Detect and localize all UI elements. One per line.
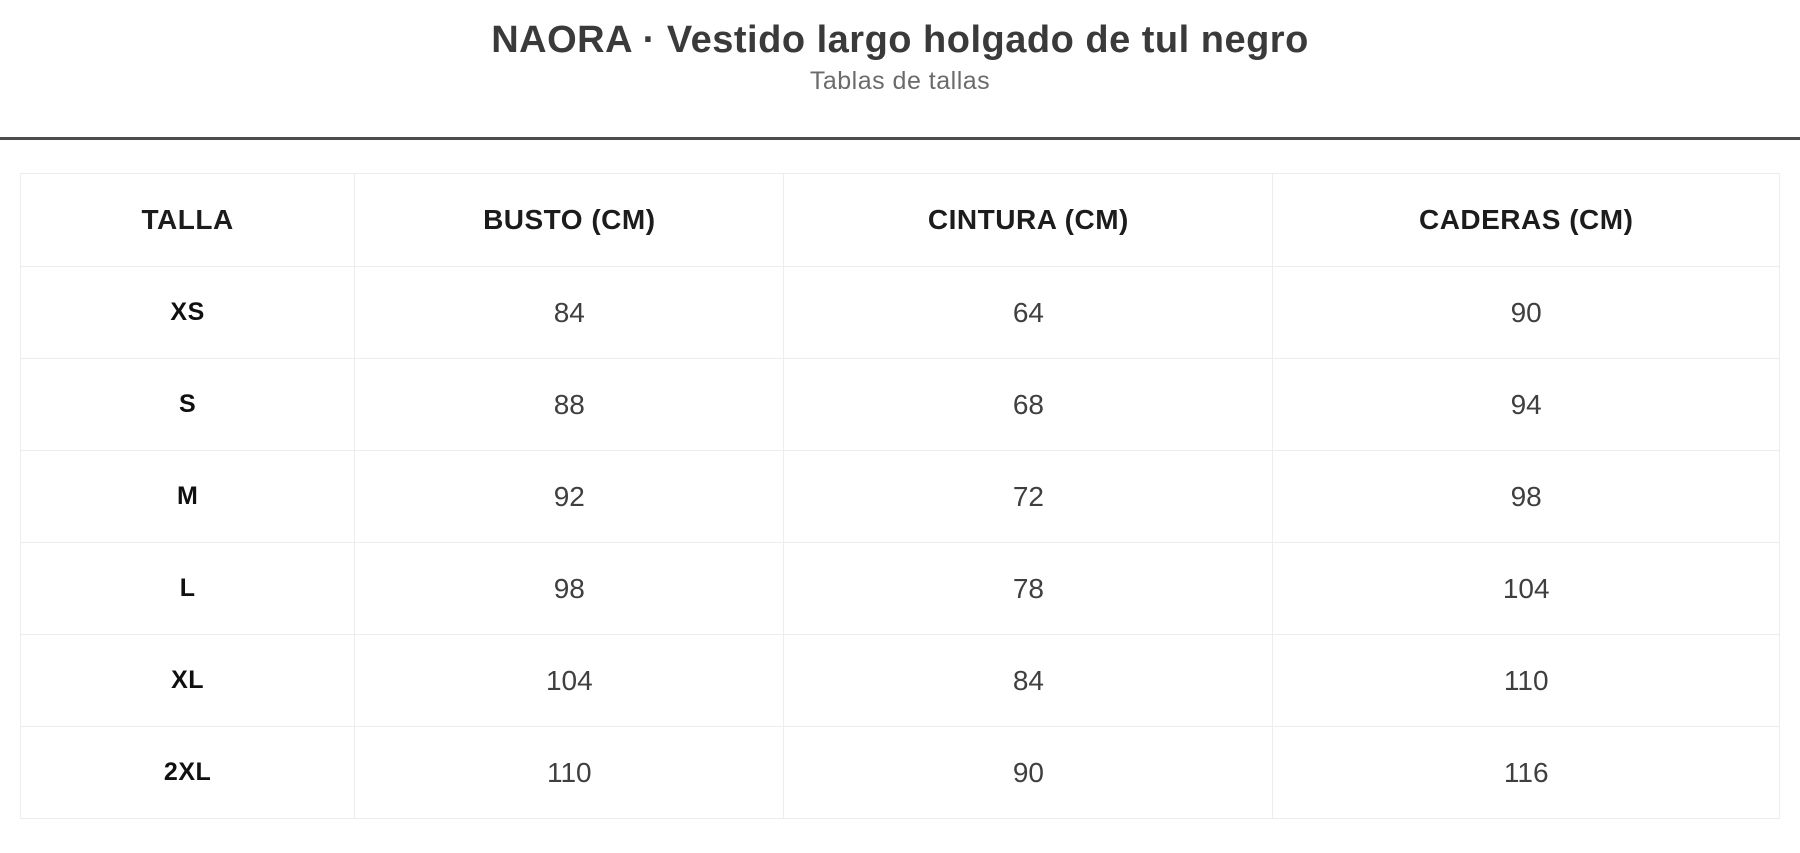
size-label: XL <box>19 634 356 727</box>
hips-value: 116 <box>1272 726 1780 819</box>
column-header-waist: CINTURA (CM) <box>783 173 1274 267</box>
hips-value: 90 <box>1272 266 1780 359</box>
column-header-bust: BUSTO (CM) <box>354 173 785 267</box>
header-divider <box>0 137 1800 140</box>
waist-value: 90 <box>783 726 1274 819</box>
bust-value: 110 <box>354 726 785 819</box>
size-label: L <box>19 542 356 635</box>
table-row: 2XL 110 90 116 <box>19 726 1780 819</box>
waist-value: 68 <box>783 358 1274 451</box>
size-chart-section: TALLA BUSTO (CM) CINTURA (CM) CADERAS (C… <box>19 173 1780 819</box>
table-row: L 98 78 104 <box>19 542 1780 635</box>
header-row: TALLA BUSTO (CM) CINTURA (CM) CADERAS (C… <box>19 173 1780 267</box>
bust-value: 92 <box>354 450 785 543</box>
size-table-header: TALLA BUSTO (CM) CINTURA (CM) CADERAS (C… <box>19 173 1780 267</box>
page-subtitle: Tablas de tallas <box>809 67 991 95</box>
bust-value: 98 <box>354 542 785 635</box>
table-row: XL 104 84 110 <box>19 634 1780 727</box>
size-chart-table: TALLA BUSTO (CM) CINTURA (CM) CADERAS (C… <box>19 173 1780 819</box>
size-label: XS <box>19 266 356 359</box>
column-header-size: TALLA <box>19 173 356 267</box>
waist-value: 72 <box>783 450 1274 543</box>
size-label: M <box>19 450 356 543</box>
table-row: XS 84 64 90 <box>19 266 1780 359</box>
page-header: NAORA · Vestido largo holgado de tul neg… <box>0 0 1800 96</box>
page-title: NAORA · Vestido largo holgado de tul neg… <box>491 19 1309 61</box>
hips-value: 94 <box>1272 358 1780 451</box>
hips-value: 110 <box>1272 634 1780 727</box>
table-row: S 88 68 94 <box>19 358 1780 451</box>
size-table-body: XS 84 64 90 S 88 68 94 M 92 72 98 L 98 78 104 XL 104 84 110… <box>19 266 1780 819</box>
bust-value: 88 <box>354 358 785 451</box>
bust-value: 104 <box>354 634 785 727</box>
size-label: S <box>19 358 356 451</box>
hips-value: 104 <box>1272 542 1780 635</box>
column-header-hips: CADERAS (CM) <box>1272 173 1780 267</box>
waist-value: 78 <box>783 542 1274 635</box>
size-label: 2XL <box>19 726 356 819</box>
waist-value: 64 <box>783 266 1274 359</box>
table-row: M 92 72 98 <box>19 450 1780 543</box>
hips-value: 98 <box>1272 450 1780 543</box>
waist-value: 84 <box>783 634 1274 727</box>
bust-value: 84 <box>354 266 785 359</box>
